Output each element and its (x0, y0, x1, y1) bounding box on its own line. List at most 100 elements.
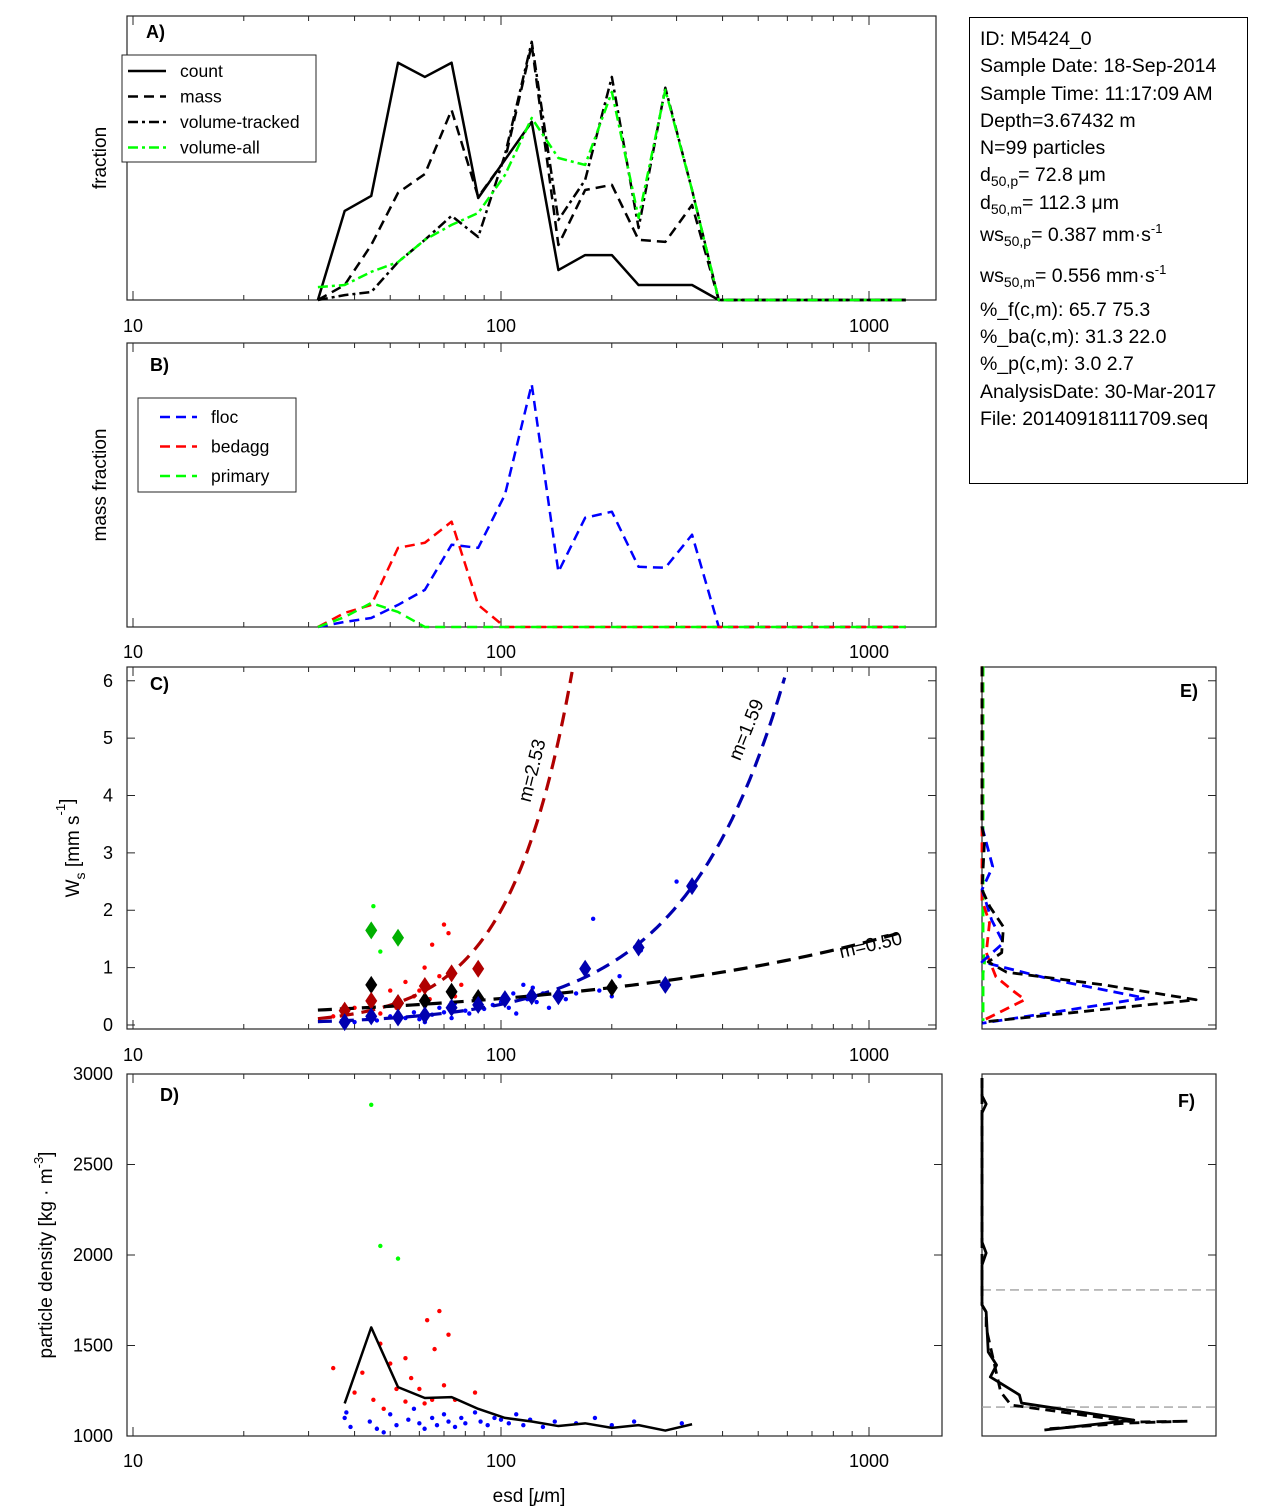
diamond-floc (365, 1007, 378, 1026)
dot-bedagg (432, 1346, 437, 1352)
dot-floc (342, 1415, 347, 1421)
dot-primary (371, 904, 376, 909)
legend-label-bedagg: bedagg (211, 437, 269, 457)
d50m-value: = 112.3 μm (1021, 191, 1120, 214)
x-tick-label: 100 (486, 1451, 516, 1471)
info-id: ID: M5424_0 (980, 28, 1092, 50)
series-line-volume-all (317, 88, 906, 302)
mean-density-line (343, 1326, 693, 1432)
panel-label: F) (1178, 1091, 1195, 1111)
dot-floc (597, 988, 602, 993)
dot-bedagg (378, 1011, 383, 1016)
ws50p-subscript: 50,p (1003, 233, 1032, 250)
dot-bedagg (403, 1399, 408, 1404)
panel-f: F) (980, 1073, 1217, 1437)
dot-primary (378, 1243, 383, 1249)
dot-bedagg (446, 930, 451, 936)
diamond-all (605, 978, 618, 997)
series-line-primary (317, 601, 906, 629)
x-tick-label: 10 (123, 1045, 143, 1065)
info-sample-time: Sample Time: 11:17:09 AM (980, 82, 1213, 105)
y-tick-label: 2 (103, 900, 113, 920)
dot-bedagg (422, 1401, 427, 1406)
dot-floc (411, 1406, 417, 1412)
diamond-floc (418, 1006, 431, 1025)
density-dist-dashed (980, 1077, 1190, 1431)
info-percent-primary: %_p(c,m): 3.0 2.7 (980, 353, 1134, 376)
panel-d: D) 10 100 1000 1000 1500 2000 2500 3000 particle … (31, 1064, 943, 1507)
y-tick-label: 1 (103, 958, 113, 978)
dot-floc (452, 1424, 458, 1430)
dot-floc (552, 1419, 557, 1424)
dot-floc (417, 1017, 422, 1022)
dot-primary (395, 1256, 401, 1261)
dot-floc (441, 1412, 447, 1417)
dot-floc (521, 1422, 526, 1428)
diamond-floc (632, 938, 645, 957)
dot-bedagg (441, 1383, 447, 1388)
y-tick-label: 0 (103, 1015, 113, 1035)
dot-floc (463, 1008, 468, 1013)
info-percent-bedagg: %_ba(c,m): 31.3 22.0 (980, 325, 1167, 348)
diamond-bedagg (392, 994, 405, 1013)
x-tick-label: 1000 (849, 1451, 889, 1471)
legend-label-volume-all: volume-all (180, 138, 260, 158)
dot-bedagg (352, 1390, 357, 1395)
dot-primary (378, 949, 383, 954)
info-sample-date: Sample Date: 18-Sep-2014 (980, 55, 1217, 78)
legend-label-volume-tracked: volume-tracked (180, 112, 300, 132)
legend-label-count: count (180, 61, 223, 81)
info-ws50m: ws50,m= 0.556 mm·s-1 (980, 263, 1247, 290)
plot-area (126, 1073, 943, 1437)
panel-label: D) (160, 1085, 179, 1105)
diamond-all (365, 975, 378, 994)
panel-label: A) (146, 22, 165, 42)
dot-bedagg (403, 1355, 408, 1361)
dot-floc (467, 1011, 472, 1016)
dot-floc (540, 1424, 546, 1430)
y-tick-label: 2500 (73, 1155, 113, 1175)
dot-bedagg (417, 1386, 422, 1392)
y-label-sup: -1 (53, 804, 68, 816)
y-tick-label: 1000 (73, 1426, 113, 1446)
dot-floc (506, 1421, 511, 1426)
y-label-unit: [mm s (63, 815, 84, 872)
dot-floc (411, 1010, 417, 1015)
dot-bedagg (331, 1014, 336, 1019)
dot-floc (521, 982, 526, 988)
x-axis-label: esd [μm] (493, 1486, 566, 1507)
x-tick-label: 100 (486, 642, 516, 662)
ws50m-symbol: ws (980, 265, 1004, 288)
info-depth: Depth=3.67432 m (980, 109, 1136, 132)
dot-floc (514, 1011, 519, 1016)
d50m-symbol: d (980, 191, 991, 214)
y-axis-label: fraction (90, 127, 111, 189)
ws50p-value: = 0.387 mm·s (1031, 224, 1151, 247)
diamond-primary (392, 928, 405, 947)
panel-label: E) (1180, 681, 1198, 701)
x-tick-label: 100 (486, 1045, 516, 1065)
dot-floc (592, 1415, 598, 1421)
dot-floc (374, 1426, 380, 1431)
y-tick-label: 1500 (73, 1336, 113, 1356)
sample-info-box: ID: M5424_0 Sample Date: 18-Sep-2014 Sam… (969, 17, 1248, 484)
ws50m-subscript: 50,m (1003, 274, 1035, 291)
diamond-floc (579, 959, 592, 978)
dot-floc (446, 1419, 451, 1424)
x-tick-label: 1000 (849, 316, 889, 336)
diamond-floc (445, 998, 458, 1017)
y-tick-label: 6 (103, 671, 113, 691)
dot-floc (429, 1415, 435, 1421)
dot-floc (590, 916, 596, 922)
fit-curve-m2.53 (317, 671, 574, 1021)
dot-floc (388, 1412, 393, 1417)
plot-area (981, 1073, 1217, 1437)
ws50m-value: = 0.556 mm·s (1034, 265, 1155, 288)
dot-floc (506, 1005, 511, 1010)
legend-box (121, 54, 317, 163)
y-axis-label: Ws [mm s-1] (53, 799, 88, 898)
x-label-mu: μ (533, 1486, 545, 1507)
